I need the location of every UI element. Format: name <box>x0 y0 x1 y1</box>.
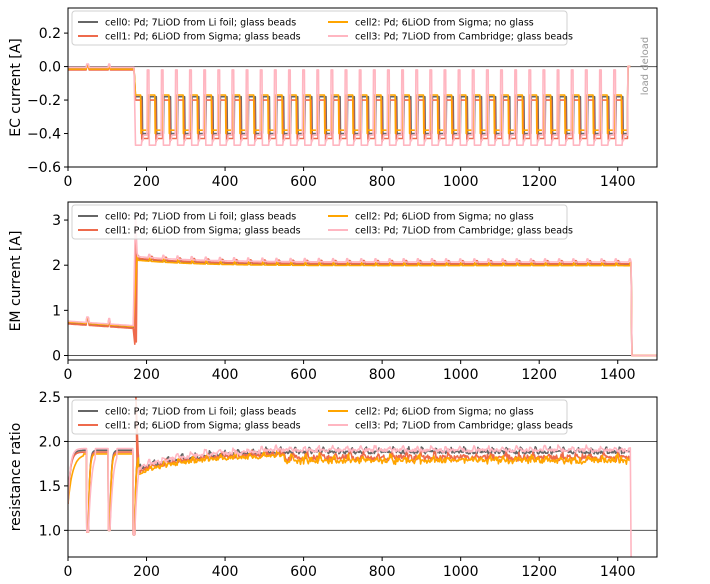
x-tick-label: 400 <box>212 174 239 190</box>
legend-entry-cell0: cell0: Pd; 7LiOD from Li foil; glass bea… <box>105 407 296 418</box>
series-line-cell1 <box>68 397 632 536</box>
y-tick-label: 0 <box>52 348 61 364</box>
x-tick-label: 1400 <box>600 174 636 190</box>
y-tick-label: 1 <box>52 303 61 319</box>
legend-entry-cell1: cell1: Pd; 6LiOD from Sigma; glass beads <box>105 32 301 43</box>
x-tick-label: 0 <box>64 564 73 580</box>
y-tick-label: 0.0 <box>39 60 61 76</box>
plot-frame <box>67 396 658 558</box>
series-line-cell1 <box>68 65 631 143</box>
x-tick-label: 400 <box>212 367 239 383</box>
y-tick-label: −0.6 <box>27 160 61 176</box>
x-tick-label: 800 <box>369 367 396 383</box>
x-tick-label: 200 <box>133 367 160 383</box>
y-tick-label: −0.4 <box>27 127 61 143</box>
legend-entry-cell2: cell2: Pd; 6LiOD from Sigma; no glass <box>355 212 534 223</box>
chart-panel-1: 0 200 400 600 800 1000 1200 1400 −0.6 −0.4 −0.2 0.0… <box>8 7 658 190</box>
legend-entry-cell3: cell3: Pd; 7LiOD from Cambridge; glass b… <box>355 32 573 43</box>
series-line-cell3 <box>68 444 632 557</box>
y-axis-label: resistance ratio <box>8 423 24 532</box>
series-line-cell1 <box>68 237 657 357</box>
legend-box <box>71 10 568 46</box>
x-tick-label: 1200 <box>521 367 557 383</box>
y-tick-label: 1.5 <box>39 479 61 495</box>
x-tick-label: 800 <box>369 174 396 190</box>
legend-entry-cell1: cell1: Pd; 6LiOD from Sigma; glass beads <box>105 421 301 432</box>
y-tick-label: −0.2 <box>27 93 61 109</box>
legend-entry-cell3: cell3: Pd; 7LiOD from Cambridge; glass b… <box>355 421 573 432</box>
y-axis-label: EC current [A] <box>8 38 24 137</box>
x-tick-label: 400 <box>212 564 239 580</box>
series-line-cell0 <box>68 254 657 357</box>
x-tick-label: 200 <box>133 174 160 190</box>
series-line-cell2 <box>68 449 632 536</box>
x-tick-label: 1000 <box>443 174 479 190</box>
series-line-cell3 <box>68 214 657 357</box>
legend-entry-cell3: cell3: Pd; 7LiOD from Cambridge; glass b… <box>355 226 573 237</box>
x-tick-label: 1000 <box>443 564 479 580</box>
y-tick-label: 2 <box>52 258 61 274</box>
legend-box <box>71 204 568 240</box>
legend-entry-cell1: cell1: Pd; 6LiOD from Sigma; glass beads <box>105 226 301 237</box>
x-tick-label: 1200 <box>521 564 557 580</box>
y-tick-label: 2.0 <box>39 434 61 450</box>
y-tick-label: 2.5 <box>39 390 61 406</box>
legend-entry-cell0: cell0: Pd; 7LiOD from Li foil; glass bea… <box>105 18 296 29</box>
x-tick-label: 1200 <box>521 174 557 190</box>
y-axis-label: EM current [A] <box>8 231 24 332</box>
x-tick-label: 600 <box>290 174 317 190</box>
x-tick-label: 1400 <box>600 564 636 580</box>
chart-panel-2: 0 200 400 600 800 1000 1200 1400 0 1 2 3 EM current … <box>8 201 658 383</box>
x-tick-label: 1000 <box>443 367 479 383</box>
plot-frame <box>67 7 658 168</box>
annotation-load-deload: load deload <box>640 37 651 95</box>
x-tick-label: 0 <box>64 367 73 383</box>
legend-entry-cell0: cell0: Pd; 7LiOD from Li foil; glass bea… <box>105 212 296 223</box>
y-tick-label: 0.2 <box>39 26 61 42</box>
legend: cell0: Pd; 7LiOD from Li foil; glass bea… <box>71 399 573 435</box>
y-tick-label: 1.0 <box>39 523 61 539</box>
x-tick-label: 1400 <box>600 367 636 383</box>
legend-entry-cell2: cell2: Pd; 6LiOD from Sigma; no glass <box>355 407 534 418</box>
x-tick-label: 600 <box>290 564 317 580</box>
legend: cell0: Pd; 7LiOD from Li foil; glass bea… <box>71 204 573 240</box>
legend: cell0: Pd; 7LiOD from Li foil; glass bea… <box>71 10 573 46</box>
plot-frame <box>67 201 658 361</box>
x-tick-label: 200 <box>133 564 160 580</box>
x-tick-label: 600 <box>290 367 317 383</box>
legend-entry-cell2: cell2: Pd; 6LiOD from Sigma; no glass <box>355 18 534 29</box>
x-tick-label: 0 <box>64 174 73 190</box>
series-line-cell2 <box>68 255 657 357</box>
legend-box <box>71 399 568 435</box>
y-tick-label: 3 <box>52 213 61 229</box>
series-line-cell3 <box>68 63 631 146</box>
chart-panel-3: 0 200 400 600 800 1000 1200 1400 1.0 1.5 2.0 2.5 res… <box>8 390 658 580</box>
x-tick-label: 800 <box>369 564 396 580</box>
